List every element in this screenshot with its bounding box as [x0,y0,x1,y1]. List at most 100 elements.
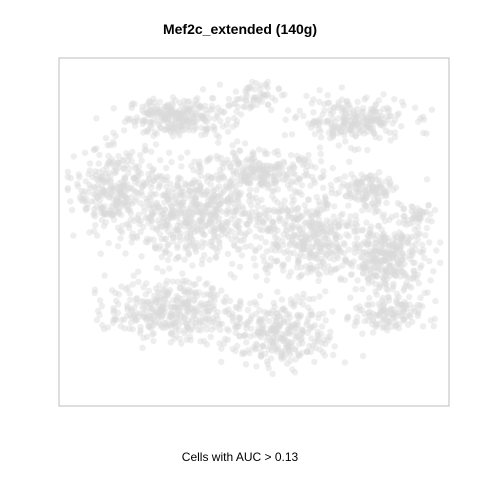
cell-point [186,239,193,247]
cell-point [367,118,375,125]
cell-point [382,178,389,185]
cell-point [173,214,181,221]
cell-point [174,244,181,251]
cell-point [128,158,136,165]
cell-point [286,165,293,172]
cell-point [398,231,405,238]
cell-point [351,174,358,182]
cell-point [329,308,336,315]
cell-point [173,110,180,118]
cell-point [332,236,339,243]
cell-point [229,142,236,149]
cell-point [143,198,150,206]
cell-point [225,226,232,234]
cell-point [238,252,245,259]
cell-point [105,158,112,166]
cell-point [217,201,224,208]
cell-point [250,96,257,103]
cell-point [319,258,327,265]
cell-point [316,98,323,106]
cell-point [149,167,156,174]
cell-point [241,209,249,216]
cell-point [184,98,191,105]
cell-point [375,198,382,205]
cell-point [100,189,108,196]
cell-point [156,203,163,211]
cell-point [160,210,167,218]
cell-point [253,166,261,173]
cell-point [115,291,123,298]
cell-point [118,228,126,236]
cell-point [401,216,408,223]
cell-point [153,130,160,137]
cell-point [216,81,224,88]
cell-point [433,247,440,254]
cell-point [221,160,228,167]
cell-point [168,203,176,210]
cell-point [168,118,175,126]
cell-point [122,202,130,210]
cell-point [233,108,240,115]
cell-point [94,307,102,314]
cell-point [415,307,422,315]
cell-point [264,207,271,214]
cell-point [164,103,171,111]
cell-point [278,296,286,303]
cell-point [217,193,224,200]
cell-point [190,167,197,174]
cell-point [154,110,161,117]
cell-point [238,95,245,102]
cell-point [156,118,163,126]
cell-point [354,181,361,188]
cell-point [124,170,132,177]
cell-point [144,109,151,116]
cell-point [164,125,172,132]
cell-point [175,304,183,311]
cell-point [320,184,327,191]
cell-point [116,180,123,187]
cell-point [135,173,142,180]
cell-point [113,208,120,215]
cell-point [258,180,265,187]
cell-point [416,302,424,309]
cell-point [315,198,323,205]
cell-point [197,182,204,190]
cell-point [85,189,92,196]
cell-point [330,130,337,137]
cell-point [236,147,243,154]
cell-point [368,115,376,122]
cell-point [123,195,130,202]
cell-point [210,123,217,130]
cell-point [168,206,175,214]
cell-point [247,213,254,220]
cell-point [133,195,140,202]
cell-point [247,300,254,307]
cell-point [182,114,190,121]
cell-point [161,235,168,243]
cell-point [74,183,82,190]
cell-point [365,206,372,213]
cell-point [229,345,236,353]
cell-point [68,206,76,214]
cell-point [270,299,277,307]
cell-point [179,270,186,277]
cell-point [160,109,167,117]
cell-point [423,208,430,215]
cell-point [249,78,256,86]
cell-point [164,196,172,204]
cell-point [125,221,132,228]
cell-point [344,182,351,189]
cell-point [251,155,258,162]
cell-point [427,317,434,324]
cell-point [246,192,253,199]
cell-point [157,223,164,230]
cell-point [318,340,326,347]
cell-point [92,171,99,179]
cell-point [139,117,147,124]
cell-point [316,118,323,125]
cell-point [246,172,253,180]
cell-point [257,353,265,360]
cell-point [308,162,315,170]
cell-point [152,285,160,292]
cell-point [278,92,286,99]
